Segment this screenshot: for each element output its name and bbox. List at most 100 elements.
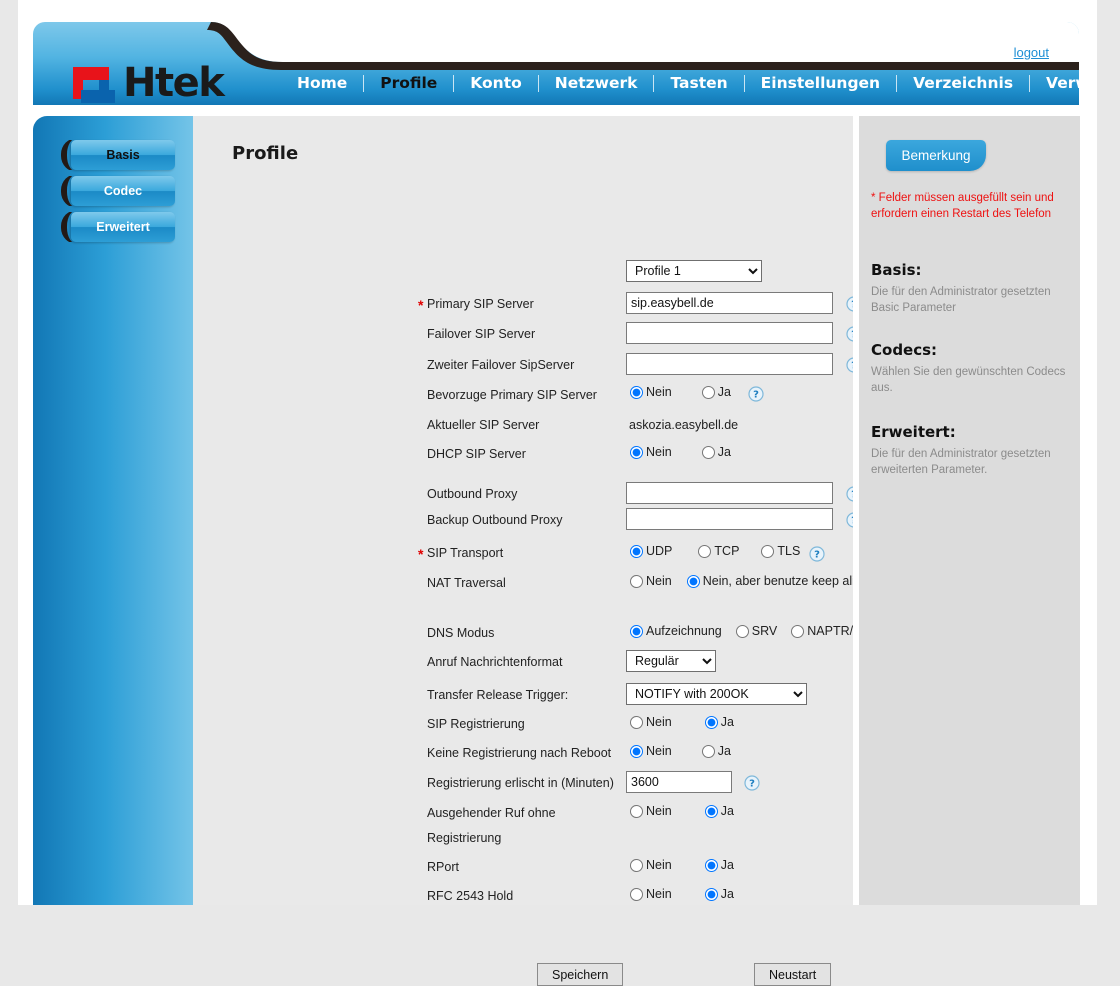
prefer-primary-sip-server-radio[interactable] [701, 385, 715, 399]
help-question-icon[interactable]: ? [744, 775, 760, 791]
sidebar-item-basis[interactable]: Basis [61, 140, 175, 170]
dns-modus-option-srv[interactable]: SRV [735, 624, 777, 638]
label-rport: RPort [427, 860, 459, 874]
nav-item-netzwerk[interactable]: Netzwerk [554, 74, 638, 92]
restart-button[interactable]: Neustart [754, 963, 832, 986]
outgoing-call-without-registration-radio[interactable] [704, 804, 718, 818]
htek-logo: Htek [73, 60, 248, 105]
nav-item-verwaltung[interactable]: Verwaltung [1046, 74, 1079, 92]
svg-text:?: ? [814, 550, 820, 561]
htek-logo-mark-icon [73, 63, 127, 103]
registration-expires-input[interactable] [626, 771, 732, 793]
dhcp-sip-server-radio[interactable] [701, 445, 715, 459]
profile-select[interactable]: Profile 1Profile 2Profile 3Profile 4 [626, 260, 762, 282]
dns-modus-radio[interactable] [735, 624, 749, 638]
radio-label: Nein [646, 858, 672, 872]
page-title: Profile [232, 143, 299, 164]
failover-sip-server-input[interactable] [626, 322, 833, 344]
no-registration-after-reboot-radios[interactable]: Nein Ja [630, 744, 731, 758]
rport-radios[interactable]: Nein Ja [630, 858, 734, 872]
no-registration-after-reboot-radio[interactable] [701, 744, 715, 758]
sip-registration-option-nein[interactable]: Nein [630, 715, 672, 729]
nav-item-profile[interactable]: Profile [380, 74, 438, 92]
rfc-2543-hold-radio[interactable] [630, 887, 643, 901]
transfer-release-trigger-select[interactable]: NOTIFY with 200OKBYE [626, 683, 807, 705]
sidebar-item-erweitert[interactable]: Erweitert [61, 212, 175, 242]
label-prefer-primary-sip-server: Bevorzuge Primary SIP Server [427, 388, 597, 402]
left-sidebar: Basis Codec Erweitert [33, 116, 193, 905]
sip-transport-radio[interactable] [698, 544, 712, 558]
required-marker: * [418, 297, 424, 313]
rfc-2543-hold-radios[interactable]: Nein Ja [630, 887, 734, 901]
sip-transport-option-tls[interactable]: TLS [761, 544, 800, 558]
dns-modus-option-aufzeichnung[interactable]: Aufzeichnung [630, 624, 722, 638]
nav-item-einstellungen[interactable]: Einstellungen [760, 74, 881, 92]
nat-traversal-option-nein-aber-benutze-keep-alive[interactable]: Nein, aber benutze keep alive [686, 574, 869, 588]
nav-item-tasten[interactable]: Tasten [670, 74, 728, 92]
dhcp-sip-server-option-ja[interactable]: Ja [701, 445, 731, 459]
prefer-primary-sip-server-option-ja[interactable]: Ja [701, 385, 731, 399]
sidebar-item-codec[interactable]: Codec [61, 176, 175, 206]
nat-traversal-radio[interactable] [630, 574, 643, 588]
nat-traversal-radio[interactable] [686, 574, 700, 588]
label-outbound-proxy: Outbound Proxy [427, 487, 518, 501]
dns-modus-radios[interactable]: Aufzeichnung SRV NAPTR/SRV [630, 624, 879, 638]
no-registration-after-reboot-option-nein[interactable]: Nein [630, 744, 672, 758]
help-question-icon[interactable]: ? [809, 546, 825, 562]
sip-transport-radios[interactable]: UDP TCP TLS [630, 544, 800, 558]
primary-sip-server-input[interactable] [626, 292, 833, 314]
sip-registration-radio[interactable] [630, 715, 643, 729]
rfc-2543-hold-option-ja[interactable]: Ja [704, 887, 734, 901]
label-nat-traversal: NAT Traversal [427, 576, 506, 590]
help-question-icon[interactable]: ? [748, 386, 764, 402]
radio-label: Nein [646, 744, 672, 758]
rfc-2543-hold-option-nein[interactable]: Nein [630, 887, 672, 901]
backup-outbound-proxy-input[interactable] [626, 508, 833, 530]
rport-radio[interactable] [704, 858, 718, 872]
nav-item-verzeichnis[interactable]: Verzeichnis [913, 74, 1014, 92]
sip-transport-option-tcp[interactable]: TCP [698, 544, 739, 558]
rport-option-nein[interactable]: Nein [630, 858, 672, 872]
sip-transport-radio[interactable] [761, 544, 775, 558]
sip-registration-radio[interactable] [704, 715, 718, 729]
nav-item-konto[interactable]: Konto [470, 74, 522, 92]
no-registration-after-reboot-radio[interactable] [630, 744, 643, 758]
dhcp-sip-server-radios[interactable]: Nein Ja [630, 445, 731, 459]
logout-link[interactable]: logout [1013, 45, 1049, 60]
radio-label: TLS [777, 544, 801, 558]
sip-registration-radios[interactable]: Nein Ja [630, 715, 734, 729]
dhcp-sip-server-option-nein[interactable]: Nein [630, 445, 672, 459]
label-primary-sip-server: Primary SIP Server [427, 297, 534, 311]
sip-transport-radio[interactable] [630, 544, 643, 558]
outgoing-call-without-registration-radio[interactable] [630, 804, 643, 818]
radio-label: Ja [717, 744, 731, 758]
nav-item-home[interactable]: Home [297, 74, 348, 92]
radio-label: Nein, aber benutze keep alive [702, 574, 869, 588]
label-outgoing-call-without-registration-line2: Registrierung [427, 831, 502, 845]
remark-heading-codecs: Codecs: [871, 341, 938, 359]
call-message-format-select[interactable]: RegulärModifiziert [626, 650, 716, 672]
dns-modus-radio[interactable] [630, 624, 643, 638]
outbound-proxy-input[interactable] [626, 482, 833, 504]
remark-tab-label: Bemerkung [886, 140, 986, 171]
outgoing-call-without-registration-radios[interactable]: Nein Ja [630, 804, 734, 818]
rfc-2543-hold-radio[interactable] [704, 887, 718, 901]
radio-label: TCP [714, 544, 740, 558]
save-button[interactable]: Speichern [537, 963, 624, 986]
second-failover-sip-server-input[interactable] [626, 353, 833, 375]
sip-transport-option-udp[interactable]: UDP [630, 544, 672, 558]
prefer-primary-sip-server-option-nein[interactable]: Nein [630, 385, 672, 399]
nav-separator [363, 74, 365, 92]
label-dhcp-sip-server: DHCP SIP Server [427, 447, 526, 461]
dns-modus-radio[interactable] [791, 624, 805, 638]
nat-traversal-option-nein[interactable]: Nein [630, 574, 672, 588]
rport-option-ja[interactable]: Ja [704, 858, 734, 872]
no-registration-after-reboot-option-ja[interactable]: Ja [701, 744, 731, 758]
rport-radio[interactable] [630, 858, 643, 872]
sip-registration-option-ja[interactable]: Ja [704, 715, 734, 729]
dhcp-sip-server-radio[interactable] [630, 445, 643, 459]
outgoing-call-without-registration-option-nein[interactable]: Nein [630, 804, 672, 818]
prefer-primary-sip-server-radios[interactable]: Nein Ja [630, 385, 731, 399]
outgoing-call-without-registration-option-ja[interactable]: Ja [704, 804, 734, 818]
prefer-primary-sip-server-radio[interactable] [630, 385, 643, 399]
